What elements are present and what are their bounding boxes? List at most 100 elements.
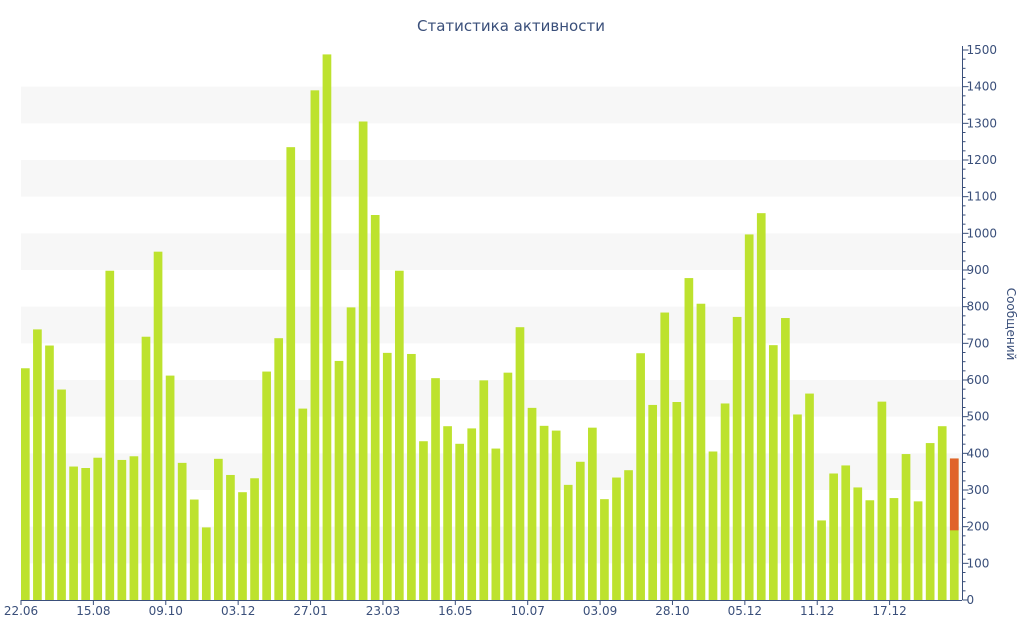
y-tick-label: 1100	[967, 190, 998, 204]
bar[interactable]	[732, 316, 742, 600]
bar[interactable]	[250, 478, 259, 600]
bar[interactable]	[117, 459, 127, 600]
bar[interactable]	[612, 477, 621, 600]
bar[interactable]	[33, 329, 42, 600]
bar[interactable]	[744, 234, 754, 600]
bar[interactable]	[238, 492, 247, 600]
bar[interactable]	[503, 372, 513, 600]
grid-band	[21, 306, 962, 344]
bar[interactable]	[648, 404, 658, 600]
bar[interactable]	[286, 147, 296, 600]
highlight-bar-segment[interactable]	[949, 458, 959, 531]
bar[interactable]	[382, 352, 392, 600]
bar[interactable]	[370, 215, 380, 600]
bar[interactable]	[624, 470, 633, 600]
x-tick-label: 23.03	[366, 604, 400, 618]
bar[interactable]	[21, 368, 30, 600]
y-tick-label: 1400	[967, 80, 998, 94]
bar[interactable]	[81, 468, 91, 600]
bar[interactable]	[865, 500, 875, 600]
bar[interactable]	[600, 499, 609, 600]
bar[interactable]	[684, 278, 694, 600]
bar[interactable]	[515, 327, 525, 600]
bar[interactable]	[491, 448, 501, 600]
bar[interactable]	[358, 121, 368, 601]
bar[interactable]	[720, 403, 730, 600]
bar[interactable]	[937, 426, 947, 600]
bar[interactable]	[153, 251, 163, 600]
bar[interactable]	[889, 498, 899, 600]
y-tick-label: 700	[967, 336, 990, 350]
bar[interactable]	[189, 499, 199, 600]
bar[interactable]	[877, 401, 887, 600]
bar[interactable]	[322, 54, 332, 600]
grid-band	[21, 160, 962, 197]
bar[interactable]	[334, 360, 344, 600]
bar[interactable]	[214, 458, 223, 600]
y-axis: 0 100 200 300 400 500 600 700 800 900 1000 1100 1200…	[962, 43, 998, 607]
x-tick-label: 16.05	[438, 604, 472, 618]
x-tick-label: 11.12	[800, 604, 834, 618]
bar[interactable]	[756, 213, 766, 600]
bar[interactable]	[768, 345, 778, 600]
bar[interactable]	[696, 303, 706, 600]
bar[interactable]	[660, 312, 670, 600]
bar[interactable]	[925, 443, 935, 600]
bar[interactable]	[636, 353, 645, 600]
bar[interactable]	[793, 414, 802, 600]
bar[interactable]	[69, 466, 78, 600]
x-tick-label: 09.10	[149, 604, 183, 618]
bar[interactable]	[57, 389, 66, 600]
y-tick-label: 600	[967, 373, 990, 387]
bar[interactable]	[817, 520, 826, 600]
bar[interactable]	[141, 336, 151, 600]
y-tick-label: 1300	[967, 116, 998, 130]
bar[interactable]	[346, 307, 356, 600]
y-tick-label: 1200	[967, 153, 998, 167]
bar[interactable]	[93, 457, 103, 600]
bar[interactable]	[310, 90, 320, 600]
bar[interactable]	[274, 338, 284, 600]
bar[interactable]	[165, 375, 175, 600]
bar[interactable]	[407, 353, 416, 600]
bar[interactable]	[805, 393, 814, 600]
bar[interactable]	[262, 371, 271, 600]
bar[interactable]	[563, 484, 573, 600]
x-tick-label: 17.12	[872, 604, 906, 618]
bar[interactable]	[479, 380, 489, 600]
bar[interactable]	[781, 318, 790, 600]
bar[interactable]	[394, 270, 404, 600]
bar[interactable]	[455, 443, 464, 600]
x-tick-label: 22.06	[4, 604, 38, 618]
x-tick-label: 10.07	[511, 604, 545, 618]
bar[interactable]	[708, 451, 718, 601]
bar[interactable]	[201, 527, 211, 600]
bar[interactable]	[467, 428, 477, 600]
bar[interactable]	[829, 473, 838, 601]
bar[interactable]	[177, 462, 187, 600]
bar[interactable]	[539, 425, 549, 600]
bar[interactable]	[443, 426, 452, 600]
bar[interactable]	[226, 474, 235, 600]
bar[interactable]	[298, 408, 308, 600]
bar[interactable]	[419, 441, 428, 600]
bar[interactable]	[901, 454, 911, 600]
bar[interactable]	[45, 345, 54, 600]
x-tick-label: 03.09	[583, 604, 617, 618]
bar[interactable]	[588, 427, 597, 600]
y-tick-label: 800	[967, 300, 990, 314]
x-tick-label: 27.01	[293, 604, 327, 618]
bar[interactable]	[672, 402, 682, 600]
bar[interactable]	[575, 461, 585, 600]
bar[interactable]	[551, 430, 561, 600]
x-axis: 22.06 15.08 09.10 03.12 27.01 23.03 16.05 10.07…	[4, 600, 962, 618]
bar[interactable]	[129, 456, 139, 600]
bar[interactable]	[105, 270, 115, 600]
bar[interactable]	[431, 378, 440, 600]
bar[interactable]	[527, 407, 537, 600]
bar[interactable]	[841, 465, 851, 600]
y-tick-label: 900	[967, 263, 990, 277]
y-tick-label: 300	[967, 483, 990, 497]
bar[interactable]	[913, 501, 923, 600]
bar[interactable]	[853, 487, 863, 600]
